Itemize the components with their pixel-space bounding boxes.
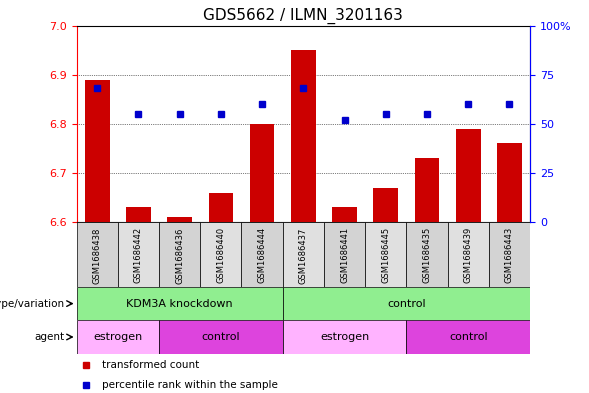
Text: GSM1686444: GSM1686444	[257, 227, 267, 283]
Bar	[365, 222, 406, 287]
Text: percentile rank within the sample: percentile rank within the sample	[101, 380, 277, 390]
Bar	[324, 222, 365, 287]
Bar	[489, 222, 530, 287]
Text: KDM3A knockdown: KDM3A knockdown	[126, 299, 233, 309]
Text: genotype/variation: genotype/variation	[0, 299, 65, 309]
Bar	[85, 80, 110, 222]
Bar	[448, 222, 489, 287]
Bar	[291, 50, 316, 222]
Text: GSM1686441: GSM1686441	[340, 227, 349, 283]
Bar	[159, 222, 200, 287]
Bar	[77, 320, 159, 354]
Text: GSM1686438: GSM1686438	[92, 227, 102, 284]
Text: estrogen: estrogen	[320, 332, 369, 342]
Bar	[167, 217, 192, 222]
Title: GDS5662 / ILMN_3201163: GDS5662 / ILMN_3201163	[203, 8, 403, 24]
Bar	[283, 287, 530, 320]
Text: GSM1686439: GSM1686439	[464, 227, 473, 283]
Bar	[241, 222, 283, 287]
Text: GSM1686443: GSM1686443	[505, 227, 514, 283]
Bar	[497, 143, 522, 222]
Text: estrogen: estrogen	[93, 332, 143, 342]
Bar	[159, 320, 283, 354]
Text: control: control	[201, 332, 240, 342]
Text: agent: agent	[35, 332, 65, 342]
Text: transformed count: transformed count	[101, 360, 198, 371]
Bar	[415, 158, 439, 222]
Bar	[77, 222, 118, 287]
Text: control: control	[387, 299, 426, 309]
Bar	[283, 222, 324, 287]
Bar	[126, 207, 151, 222]
Bar	[373, 187, 398, 222]
Bar	[406, 320, 530, 354]
Bar	[77, 287, 283, 320]
Text: control: control	[449, 332, 488, 342]
Bar	[200, 222, 241, 287]
Text: GSM1686445: GSM1686445	[381, 227, 391, 283]
Bar	[118, 222, 159, 287]
Bar	[332, 207, 357, 222]
Text: GSM1686435: GSM1686435	[422, 227, 432, 283]
Text: GSM1686436: GSM1686436	[175, 227, 184, 284]
Bar	[406, 222, 448, 287]
Bar	[250, 124, 274, 222]
Bar	[456, 129, 481, 222]
Text: GSM1686437: GSM1686437	[299, 227, 308, 284]
Bar	[209, 193, 233, 222]
Bar	[283, 320, 406, 354]
Text: GSM1686442: GSM1686442	[134, 227, 143, 283]
Text: GSM1686440: GSM1686440	[216, 227, 226, 283]
